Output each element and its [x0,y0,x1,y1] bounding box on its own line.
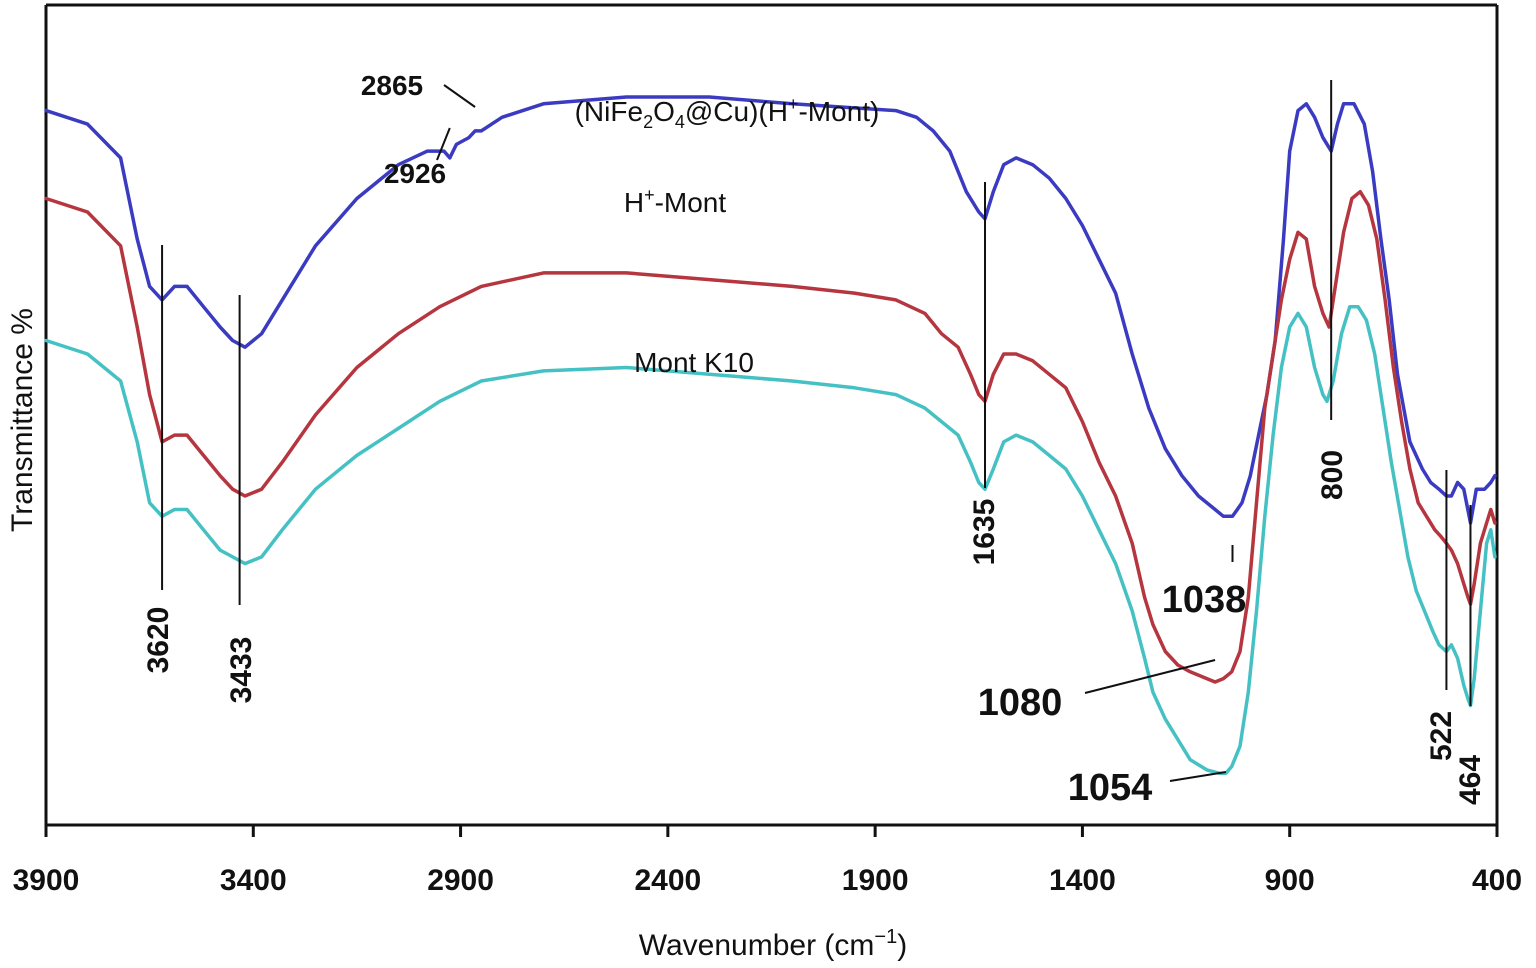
x-tick-label: 1900 [842,864,909,897]
peak-label-3620: 3620 [142,607,175,674]
peak-leader-line [436,127,451,161]
x-tick-label: 3900 [13,864,80,897]
x-tick-label: 900 [1265,864,1315,897]
peak-label-522: 522 [1425,711,1458,761]
series-line-1 [44,189,1497,684]
peak-leader-line [1084,659,1216,694]
x-tick-label: 2900 [427,864,494,897]
series-label-h-mont: H+-Mont [624,185,727,218]
peak-leader-line [1169,771,1227,782]
peak-label-800: 800 [1316,450,1349,500]
peak-label-1038: 1038 [1162,579,1247,621]
peak-label-464: 464 [1454,755,1487,805]
peak-marker-layer [161,80,1472,782]
series-label-mont-k10: Mont K10 [634,347,754,378]
x-tick-label: 3400 [220,864,287,897]
x-tick-label: 1400 [1049,864,1116,897]
peak-label-3433: 3433 [225,637,258,704]
x-tick-label: 400 [1472,864,1522,897]
series-layer [44,95,1497,775]
series-label-nife2o4-cu-h-mont: (NiFe2O4@Cu)(H+-Mont) [575,94,880,132]
peak-label-2926: 2926 [384,158,446,189]
x-ticks: 3900 3400 2900 2400 1900 1400 900 400 [13,825,1522,897]
peak-label-1054: 1054 [1068,767,1153,809]
peak-leader-line [443,84,476,108]
x-tick-label: 2400 [634,864,701,897]
x-axis-title: Wavenumber (cm−1) [639,926,907,962]
y-axis-title: Transmittance % [6,308,39,532]
peak-label-1635: 1635 [968,499,1001,566]
peak-label-1080: 1080 [978,682,1063,724]
series-line-0 [44,95,1497,525]
series-line-2 [44,304,1497,775]
chart-frame [44,3,1499,827]
peak-label-2865: 2865 [361,70,423,101]
